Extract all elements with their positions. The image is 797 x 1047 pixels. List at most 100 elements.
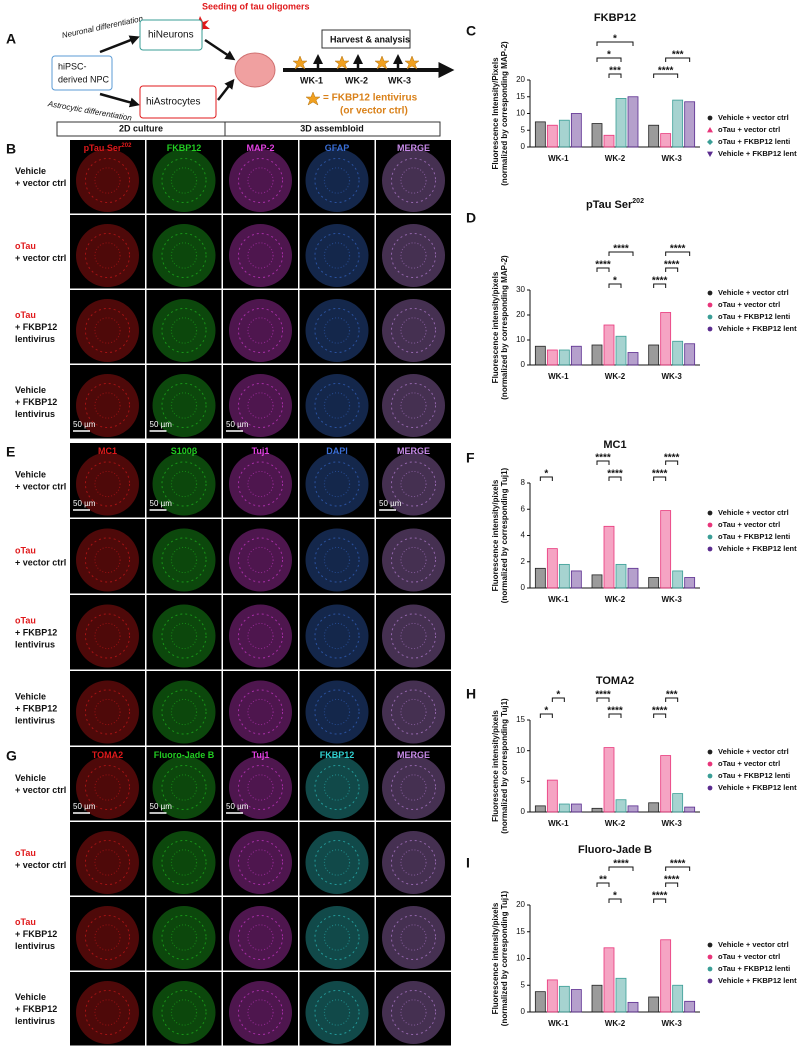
chart-title-text: MC1 <box>603 439 626 451</box>
bar <box>570 113 582 148</box>
micrograph-signal <box>84 689 131 735</box>
micrograph <box>299 972 375 1046</box>
legend-label: Vehicle + FKBP12 lenti <box>718 976 797 985</box>
bar <box>570 989 582 1013</box>
micrograph-signal <box>237 537 284 583</box>
significance-bracket <box>665 866 691 871</box>
micrograph <box>376 972 451 1046</box>
micrograph <box>299 443 375 518</box>
micrograph-signal <box>400 546 427 574</box>
legend-marker <box>707 290 713 296</box>
legend-label: Vehicle + vector ctrl <box>718 508 789 517</box>
y-tick-label: 20 <box>516 75 525 84</box>
y-tick-label: 0 <box>521 583 526 592</box>
bar <box>558 985 570 1013</box>
y-axis-label: Fluorescence intensity/pixels <box>491 271 500 383</box>
row-label: lentivirus <box>15 334 55 344</box>
scale-bar-label: 50 µm <box>73 420 96 429</box>
bar <box>546 349 558 366</box>
significance-bracket <box>608 283 622 288</box>
week-text: WK-1 <box>300 75 323 85</box>
legend-marker <box>707 139 713 145</box>
micrograph <box>70 897 145 971</box>
micrograph-signal <box>94 849 121 876</box>
micrograph-signal <box>84 461 131 507</box>
column-label-sup: 202 <box>121 143 132 149</box>
bar <box>570 803 582 813</box>
micrograph-signal <box>237 764 284 811</box>
bar <box>615 563 627 589</box>
legend-label: Vehicle + FKBP12 lenti <box>718 544 797 553</box>
x-tick-label: WK-3 <box>661 595 682 604</box>
micrograph-signal <box>400 999 427 1026</box>
micrograph-signal <box>323 774 351 801</box>
micrograph-signal <box>84 613 131 659</box>
bar <box>603 947 615 1013</box>
row-label: oTau <box>15 848 36 858</box>
column-label-text: DAPI <box>326 446 348 456</box>
micrograph-signal <box>170 924 198 951</box>
significance-bracket <box>653 283 667 288</box>
column-label: MERGE <box>397 143 430 153</box>
y-tick-label: 4 <box>521 531 526 540</box>
micrograph-signal <box>314 613 360 659</box>
legend-label: oTau + vector ctrl <box>718 952 780 961</box>
micrograph-signal <box>390 613 437 659</box>
significance-label: **** <box>613 859 629 870</box>
bar <box>672 570 684 589</box>
column-label: pTau Ser202 <box>84 143 133 154</box>
micrograph-signal <box>170 849 198 876</box>
significance-bracket <box>665 697 679 702</box>
column-label: GFAP <box>325 143 350 153</box>
bar <box>660 510 672 589</box>
x-tick-label: WK-2 <box>605 154 626 163</box>
significance-label: * <box>607 50 611 61</box>
legend-label: oTau + vector ctrl <box>718 125 780 134</box>
legend-label: Vehicle + vector ctrl <box>718 747 789 756</box>
bar <box>558 803 570 813</box>
row-label: oTau <box>15 241 36 251</box>
micrograph <box>146 972 222 1046</box>
y-axis-label: (normalized by corresponding Tuj1) <box>500 467 509 603</box>
significance-label: **** <box>652 891 668 902</box>
micrograph <box>376 443 451 518</box>
bar <box>627 96 639 148</box>
micrograph-signal <box>247 470 274 498</box>
scale-bar-label: 50 µm <box>226 420 249 429</box>
bar <box>648 344 660 366</box>
significance-label: **** <box>652 469 668 480</box>
column-label: MC1 <box>98 446 117 456</box>
significance-label: ** <box>599 875 607 886</box>
legend-marker <box>707 326 713 332</box>
micrograph-signal <box>170 470 198 498</box>
micrograph-signal <box>247 167 274 194</box>
micrograph <box>146 897 222 971</box>
micrograph <box>376 595 451 670</box>
micrograph-signal <box>314 764 360 811</box>
panel-label: E <box>6 444 15 460</box>
column-label-text: MERGE <box>397 750 430 760</box>
micrograph-signal <box>314 382 360 429</box>
x-tick-label: WK-3 <box>661 819 682 828</box>
micrograph-signal <box>161 307 207 354</box>
micrograph-signal <box>94 546 121 574</box>
micrograph-signal <box>323 546 351 574</box>
npc-text: hiPSC- <box>58 61 87 71</box>
micrograph <box>223 215 298 289</box>
scale-bar-label: 50 µm <box>226 802 249 811</box>
significance-label: **** <box>652 706 668 717</box>
micrograph-signal <box>237 461 284 507</box>
legend-label: Vehicle + vector ctrl <box>718 113 789 122</box>
micrograph-signal <box>400 622 427 650</box>
row-label: + vector ctrl <box>15 785 66 795</box>
panel-label: I <box>466 855 470 871</box>
x-tick-label: WK-1 <box>548 819 569 828</box>
y-tick-label: 10 <box>516 335 525 344</box>
x-tick-label: WK-2 <box>605 372 626 381</box>
chart-title: TOMA2 <box>596 675 634 687</box>
schematic: A Seeding of tau oligomers Neuronal diff… <box>6 1 455 137</box>
neuronal-text: Neuronal differentiation <box>61 14 144 40</box>
legend-marker <box>707 314 713 320</box>
bar <box>546 124 558 148</box>
column-label: Tuj1 <box>252 446 270 456</box>
